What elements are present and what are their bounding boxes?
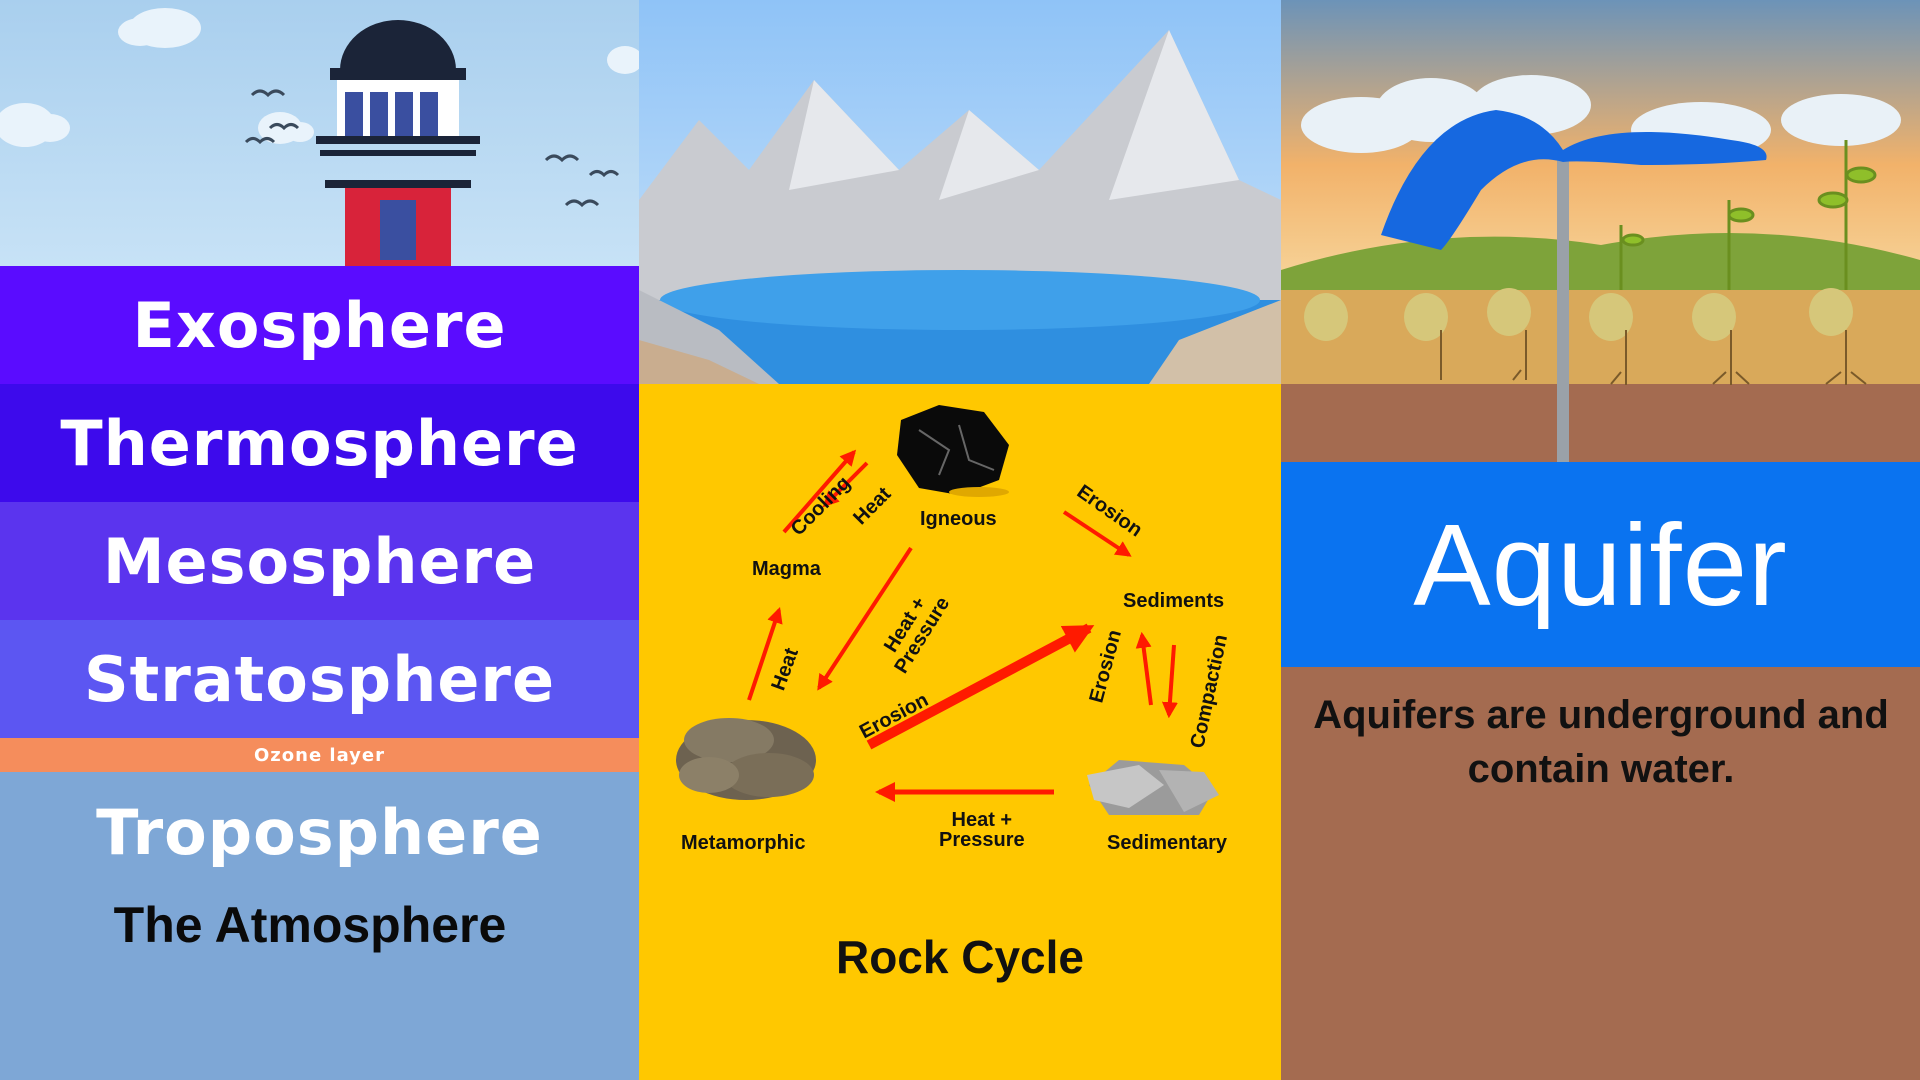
mountain-illustration — [639, 0, 1281, 384]
stratosphere-label: Stratosphere — [83, 642, 556, 716]
metamorphic-label: Metamorphic — [681, 832, 806, 854]
arrow-magma-to-igneous — [782, 449, 857, 534]
atmosphere-panel: Exosphere Thermosphere Mesosphere Strato… — [0, 0, 639, 1080]
sky-illustration — [0, 0, 639, 266]
aquifer-title-band: Aquifer — [1281, 462, 1920, 667]
water-spray — [1381, 110, 1767, 250]
cloud-icon — [0, 8, 639, 147]
arrow-igneous-to-sediments — [1062, 510, 1132, 557]
heat-pressure-bottom-line-2: Pressure — [939, 829, 1025, 851]
aquifer-title: Aquifer — [1413, 499, 1788, 630]
rock-cycle-diagram — [639, 0, 1281, 815]
atmosphere-title: The Atmosphere — [113, 897, 507, 953]
heat-pressure-bottom-line-1: Heat + — [951, 809, 1013, 831]
layer-mesosphere: Mesosphere — [0, 502, 639, 620]
thermosphere-label: Thermosphere — [60, 406, 579, 480]
arrow-igneous-to-metamorphic — [817, 546, 913, 691]
rock-cycle-panel: Igneous Magma Sediments Metamorphic Sedi… — [639, 0, 1281, 1080]
heat-pressure-bottom-label: Heat + Pressure — [939, 810, 1025, 850]
aquifer-panel: Aquifer Aquifers are underground and con… — [1281, 0, 1920, 1080]
troposphere-label: Troposphere — [96, 795, 543, 869]
magma-label: Magma — [752, 558, 821, 580]
arrow-metamorphic-to-sediments — [866, 623, 1095, 750]
lighthouse-illustration — [0, 8, 639, 266]
sedimentary-rock-icon — [1087, 760, 1219, 815]
exosphere-label: Exosphere — [132, 288, 507, 362]
mesosphere-label: Mesosphere — [102, 524, 537, 598]
cycle-arrows — [747, 449, 1178, 802]
arrow-heat-to-magma — [822, 461, 869, 508]
layer-stratosphere: Stratosphere — [0, 620, 639, 738]
metamorphic-rock-icon — [676, 718, 816, 800]
layer-exosphere: Exosphere — [0, 266, 639, 384]
layer-troposphere: Troposphere — [0, 772, 639, 892]
aquifer-description: Aquifers are underground and contain wat… — [1313, 693, 1889, 791]
aquifer-illustration — [1281, 0, 1920, 462]
sediments-label: Sediments — [1123, 590, 1225, 612]
igneous-rock-icon — [897, 405, 1009, 497]
well-pipe — [1557, 150, 1569, 462]
layer-thermosphere: Thermosphere — [0, 384, 639, 502]
bird-icon — [244, 89, 620, 208]
arrow-sedimentary-to-sediments — [1135, 631, 1153, 706]
ozone-layer: Ozone layer — [0, 738, 639, 772]
sprout-icon — [1304, 140, 1877, 385]
arrow-compaction — [1161, 644, 1178, 719]
ozone-layer-label: Ozone layer — [253, 744, 385, 766]
arrow-metamorphic-to-magma — [747, 606, 783, 701]
sedimentary-label: Sedimentary — [1107, 832, 1228, 854]
igneous-label: Igneous — [920, 508, 997, 530]
rock-cycle-title: Rock Cycle — [835, 931, 1084, 983]
